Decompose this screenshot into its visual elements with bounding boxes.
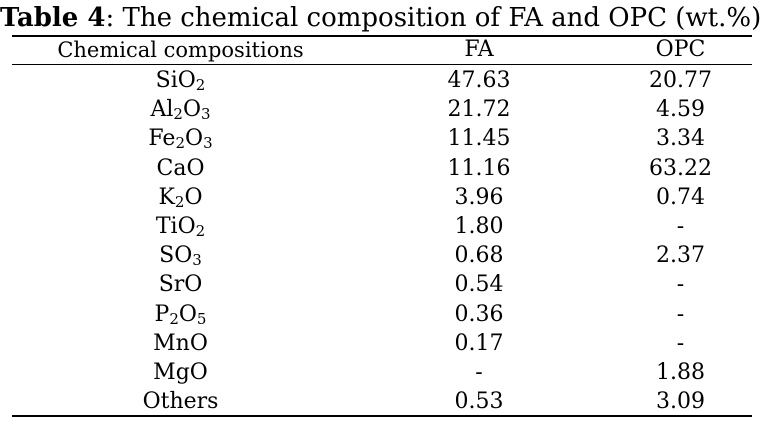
- opc-value: 4.59: [656, 97, 705, 123]
- table-row: P2O5 0.36 -: [12, 300, 752, 329]
- fa-value: 0.54: [454, 272, 504, 298]
- compound-cell: CaO: [156, 155, 205, 181]
- header-chemical-compositions: Chemical compositions: [57, 38, 304, 62]
- compound-cell: SiO2: [155, 68, 206, 94]
- compound-cell: MnO: [153, 330, 208, 356]
- opc-value: 1.88: [656, 359, 705, 385]
- compound-cell: SO3: [159, 243, 202, 270]
- compound-cell: Others: [142, 389, 219, 415]
- table-row: Al2O3 21.72 4.59: [12, 95, 752, 124]
- table-caption: Table 4: The chemical composition of FA …: [0, 2, 761, 34]
- fa-value: 11.16: [447, 155, 511, 181]
- compound-cell: MgO: [153, 359, 208, 385]
- table-header-rule: [12, 64, 752, 65]
- opc-value: -: [676, 301, 685, 327]
- header-fa: FA: [464, 37, 494, 62]
- table-row: MnO 0.17 -: [12, 329, 752, 358]
- compound-cell: Al2O3: [150, 97, 211, 124]
- table-row: TiO2 1.80 -: [12, 212, 752, 241]
- fa-value: 3.96: [454, 184, 504, 210]
- table-caption-label: Table 4: [0, 3, 106, 33]
- opc-value: -: [676, 272, 685, 298]
- opc-value: 20.77: [649, 68, 712, 93]
- table-top-rule: [12, 35, 752, 37]
- opc-value: 63.22: [649, 155, 712, 181]
- opc-value: -: [676, 330, 685, 356]
- fa-value: -: [475, 359, 483, 385]
- fa-value: 21.72: [447, 97, 511, 123]
- table-bottom-rule: [12, 415, 752, 417]
- opc-value: 0.74: [656, 184, 705, 210]
- fa-value: 0.53: [454, 389, 504, 415]
- compound-cell: Fe2O3: [148, 126, 213, 153]
- opc-value: 2.37: [656, 243, 705, 269]
- table-row: SiO2 47.63 20.77: [12, 66, 752, 95]
- compound-cell: K2O: [158, 184, 203, 211]
- compound-cell: P2O5: [154, 301, 207, 328]
- table-row: MgO - 1.88: [12, 358, 752, 387]
- fa-value: 47.63: [447, 68, 511, 93]
- table-row: SO3 0.68 2.37: [12, 241, 752, 270]
- fa-value: 11.45: [447, 126, 511, 152]
- fa-value: 0.68: [454, 243, 504, 269]
- table-row: SrO 0.54 -: [12, 270, 752, 299]
- table-row: K2O 3.96 0.74: [12, 183, 752, 212]
- fa-value: 0.17: [454, 330, 504, 356]
- opc-value: -: [676, 213, 685, 239]
- table-body: SiO2 47.63 20.77 Al2O3 21.72 4.59 Fe2O3 …: [0, 66, 761, 416]
- table-caption-text: : The chemical composition of FA and OPC…: [105, 3, 761, 33]
- table-row: Others 0.53 3.09: [12, 387, 752, 416]
- table-row: Fe2O3 11.45 3.34: [12, 124, 752, 153]
- fa-value: 0.36: [454, 301, 504, 327]
- opc-value: 3.09: [656, 389, 705, 415]
- fa-value: 1.80: [454, 213, 504, 239]
- opc-value: 3.34: [656, 126, 705, 152]
- header-opc: OPC: [655, 37, 706, 62]
- compound-cell: TiO2: [155, 213, 206, 240]
- table-header-row: Chemical compositions FA OPC: [12, 36, 752, 64]
- table-row: CaO 11.16 63.22: [12, 154, 752, 183]
- compound-cell: SrO: [158, 272, 203, 298]
